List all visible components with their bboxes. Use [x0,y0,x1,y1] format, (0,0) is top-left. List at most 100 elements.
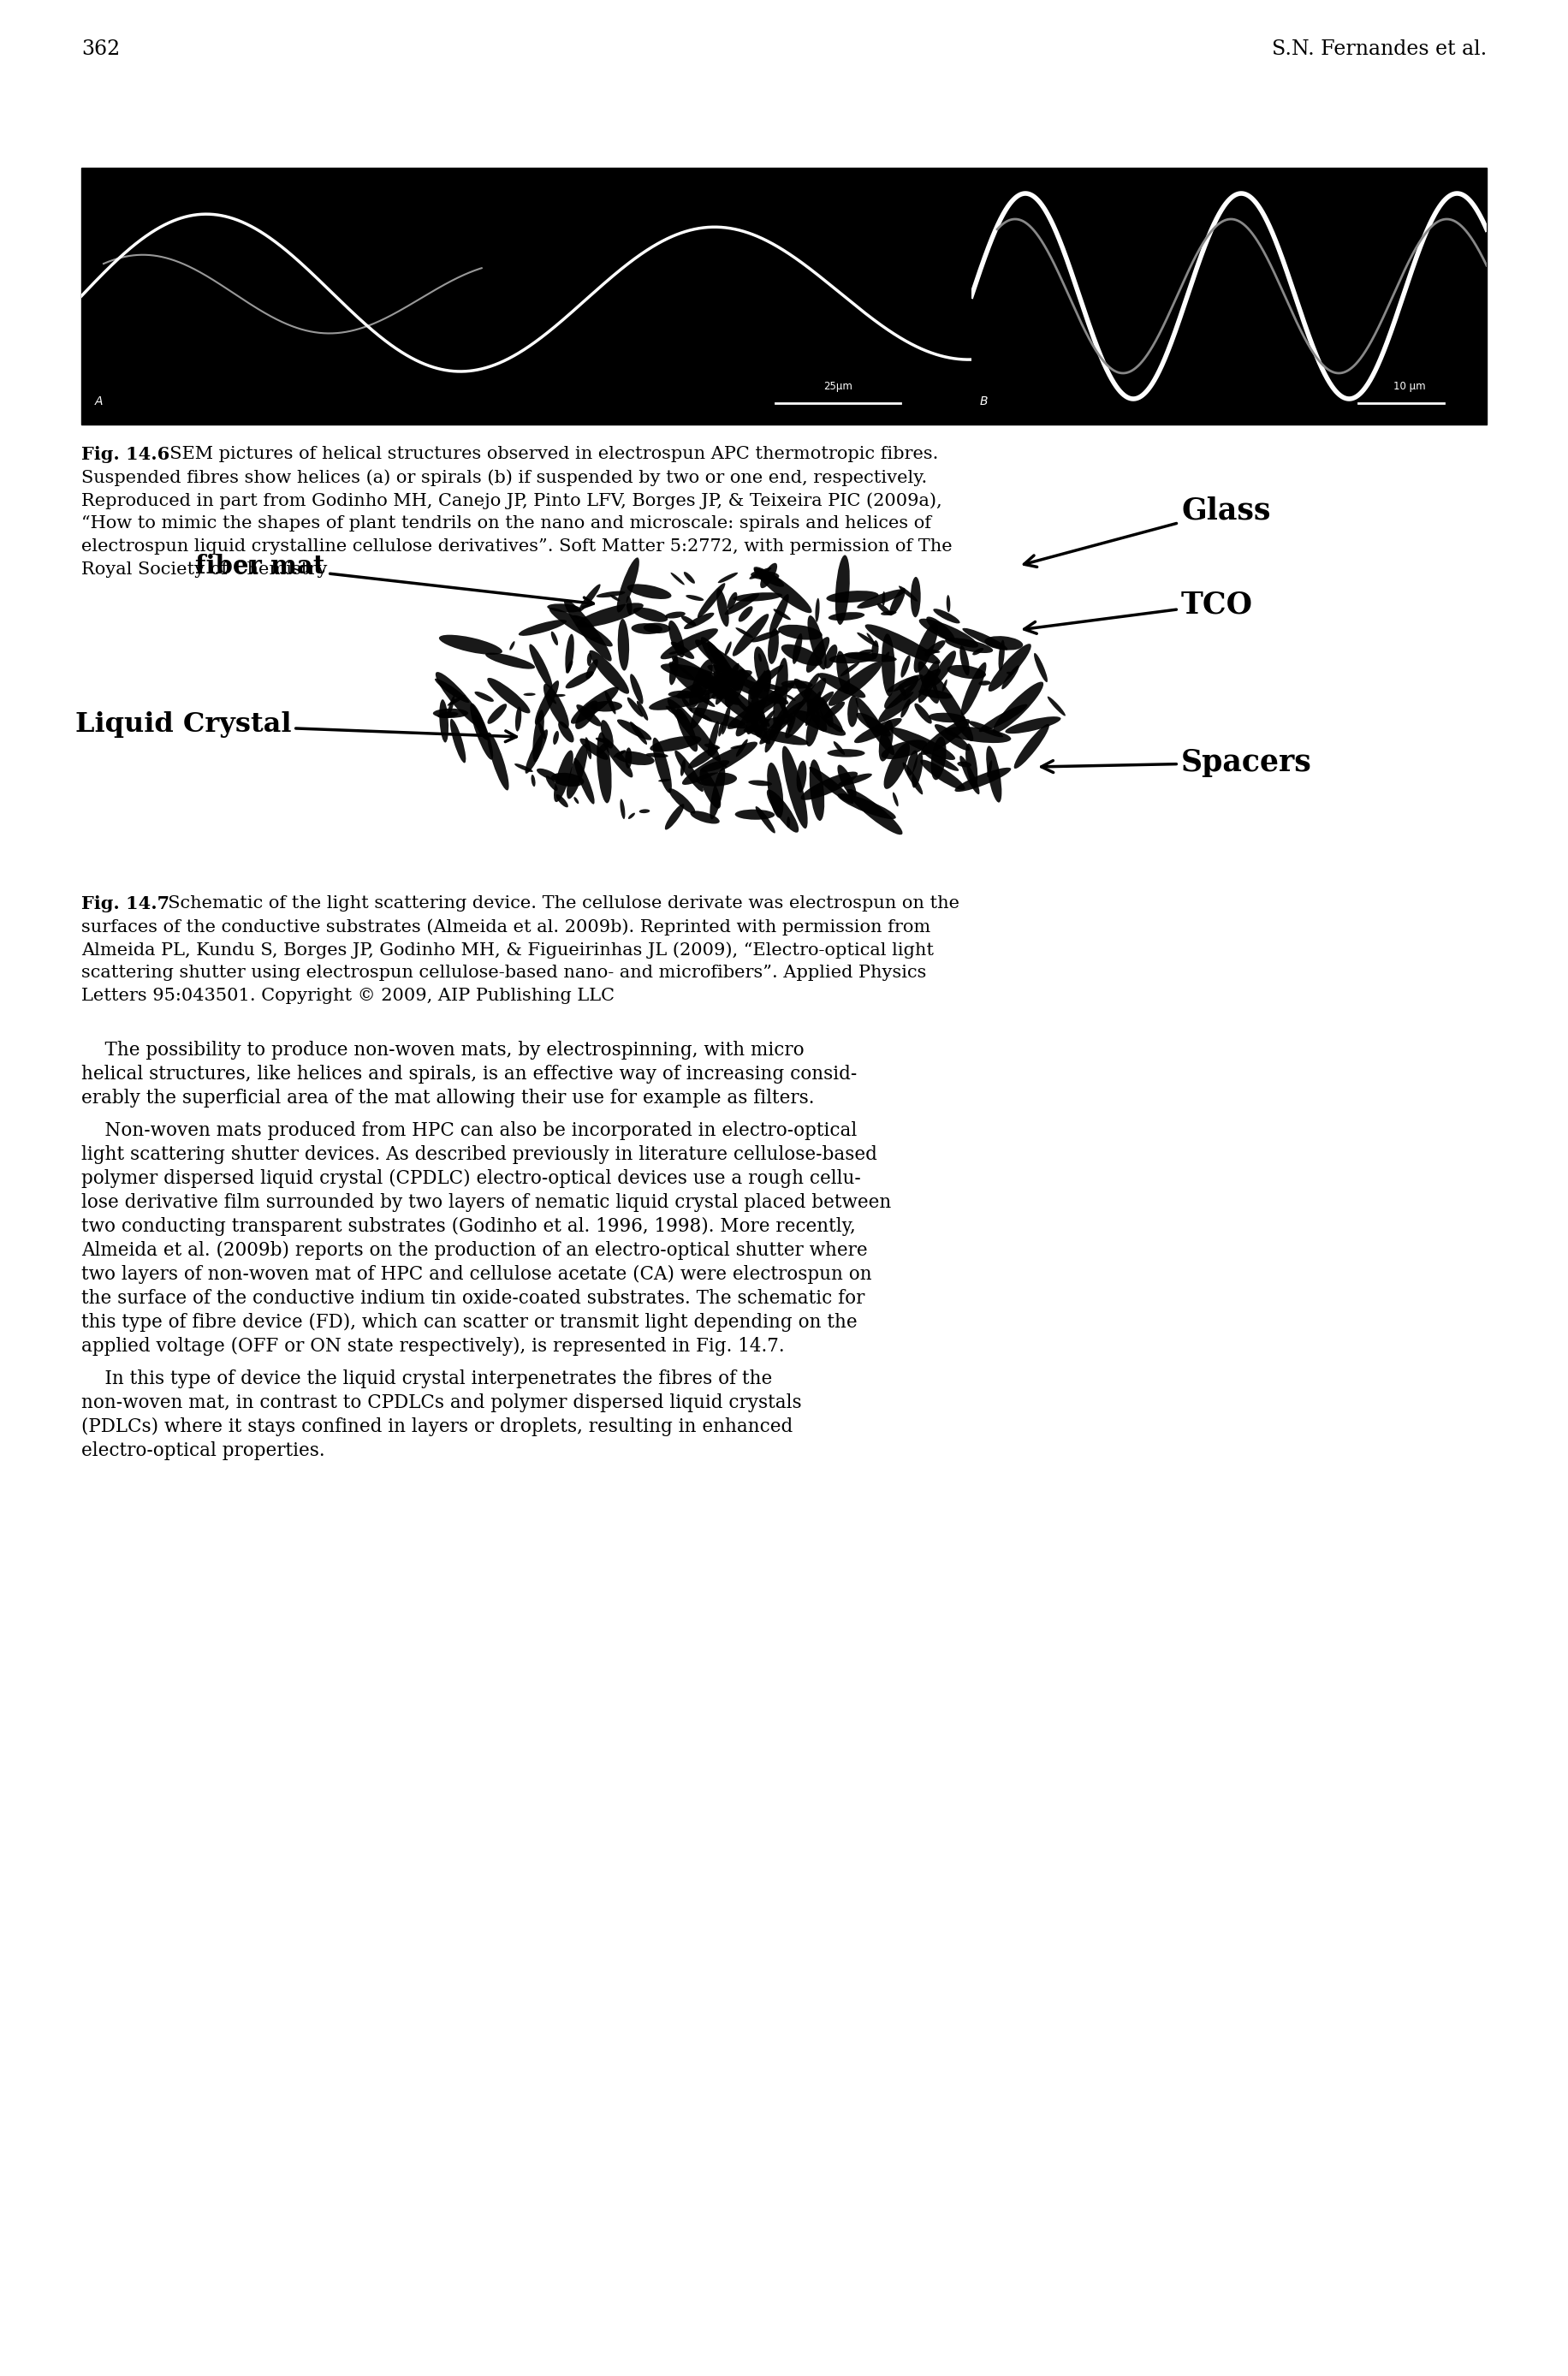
Text: electro-optical properties.: electro-optical properties. [82,1440,325,1459]
Ellipse shape [439,699,448,744]
Ellipse shape [550,632,558,646]
Ellipse shape [488,703,506,725]
Ellipse shape [840,663,859,677]
Ellipse shape [759,701,803,744]
Ellipse shape [829,653,877,663]
Ellipse shape [718,573,739,582]
Ellipse shape [748,665,784,694]
Text: In this type of device the liquid crystal interpenetrates the fibres of the: In this type of device the liquid crysta… [82,1369,771,1388]
Ellipse shape [867,632,875,644]
Ellipse shape [616,558,640,613]
Text: Schematic of the light scattering device. The cellulose derivate was electrospun: Schematic of the light scattering device… [157,896,960,912]
Ellipse shape [891,727,955,760]
Ellipse shape [963,627,1008,651]
Ellipse shape [960,756,980,794]
Ellipse shape [695,694,715,708]
Ellipse shape [671,656,742,703]
Text: “How to mimic the shapes of plant tendrils on the nano and microscale: spirals a: “How to mimic the shapes of plant tendri… [82,516,931,532]
Ellipse shape [536,767,560,779]
Ellipse shape [793,710,845,737]
Ellipse shape [855,718,902,744]
Ellipse shape [767,789,798,832]
Ellipse shape [872,642,878,658]
Ellipse shape [557,794,568,808]
Ellipse shape [804,672,820,696]
Ellipse shape [690,810,720,824]
Text: Almeida et al. (2009b) reports on the production of an electro-optical shutter w: Almeida et al. (2009b) reports on the pr… [82,1240,867,1259]
Ellipse shape [1047,696,1066,715]
Ellipse shape [746,670,771,734]
Ellipse shape [920,760,966,789]
Ellipse shape [601,720,613,748]
Text: electrospun liquid crystalline cellulose derivatives”. Soft Matter 5:2772, with : electrospun liquid crystalline cellulose… [82,539,952,554]
Text: Spacers: Spacers [1041,748,1312,777]
Ellipse shape [701,760,729,772]
Text: Fig. 14.7: Fig. 14.7 [82,896,169,912]
Ellipse shape [801,772,858,801]
Text: TCO: TCO [1024,589,1253,634]
Ellipse shape [739,606,753,623]
Ellipse shape [530,644,552,689]
Ellipse shape [806,691,834,715]
Ellipse shape [754,646,770,691]
Ellipse shape [574,796,579,803]
Ellipse shape [580,739,608,760]
Ellipse shape [750,568,771,580]
Ellipse shape [753,722,770,744]
Ellipse shape [596,737,608,744]
Ellipse shape [735,810,775,820]
Ellipse shape [792,634,803,663]
Ellipse shape [856,713,891,737]
Ellipse shape [433,708,469,718]
Ellipse shape [665,803,684,829]
Ellipse shape [935,725,971,751]
Ellipse shape [710,767,726,820]
Ellipse shape [646,753,668,758]
Ellipse shape [986,746,1002,803]
Ellipse shape [919,661,939,703]
Ellipse shape [966,744,978,786]
Ellipse shape [720,763,728,767]
Text: two layers of non-woven mat of HPC and cellulose acetate (CA) were electrospun o: two layers of non-woven mat of HPC and c… [82,1264,872,1283]
Ellipse shape [665,611,685,618]
Text: Royal Society of Chemistry: Royal Society of Chemistry [82,561,328,577]
Ellipse shape [629,813,635,820]
Ellipse shape [690,694,710,729]
Ellipse shape [571,687,619,725]
Ellipse shape [889,587,905,615]
Ellipse shape [900,656,911,677]
Ellipse shape [978,703,1027,732]
Ellipse shape [434,680,469,703]
Ellipse shape [688,746,718,767]
Ellipse shape [933,651,956,687]
Ellipse shape [566,670,594,689]
Ellipse shape [914,623,938,672]
Ellipse shape [682,696,693,710]
Ellipse shape [637,701,648,720]
Ellipse shape [640,810,649,813]
Ellipse shape [532,775,535,786]
Ellipse shape [696,772,737,786]
Ellipse shape [844,651,897,663]
Ellipse shape [1002,665,1019,689]
Ellipse shape [903,763,924,794]
Text: SEM pictures of helical structures observed in electrospun APC thermotropic fibr: SEM pictures of helical structures obser… [158,447,938,463]
Text: this type of fibre device (FD), which can scatter or transmit light depending on: this type of fibre device (FD), which ca… [82,1314,858,1331]
Ellipse shape [707,720,718,756]
Ellipse shape [947,594,950,613]
Ellipse shape [960,646,969,675]
Ellipse shape [878,668,941,722]
Ellipse shape [627,696,643,718]
Ellipse shape [676,670,753,699]
Ellipse shape [750,670,770,699]
Ellipse shape [856,696,895,756]
Ellipse shape [1014,725,1049,770]
Ellipse shape [735,739,748,758]
Ellipse shape [812,699,823,708]
Ellipse shape [685,594,704,601]
Ellipse shape [447,694,466,706]
Ellipse shape [597,732,612,803]
Ellipse shape [586,658,597,680]
Ellipse shape [866,625,941,663]
Ellipse shape [643,623,671,634]
